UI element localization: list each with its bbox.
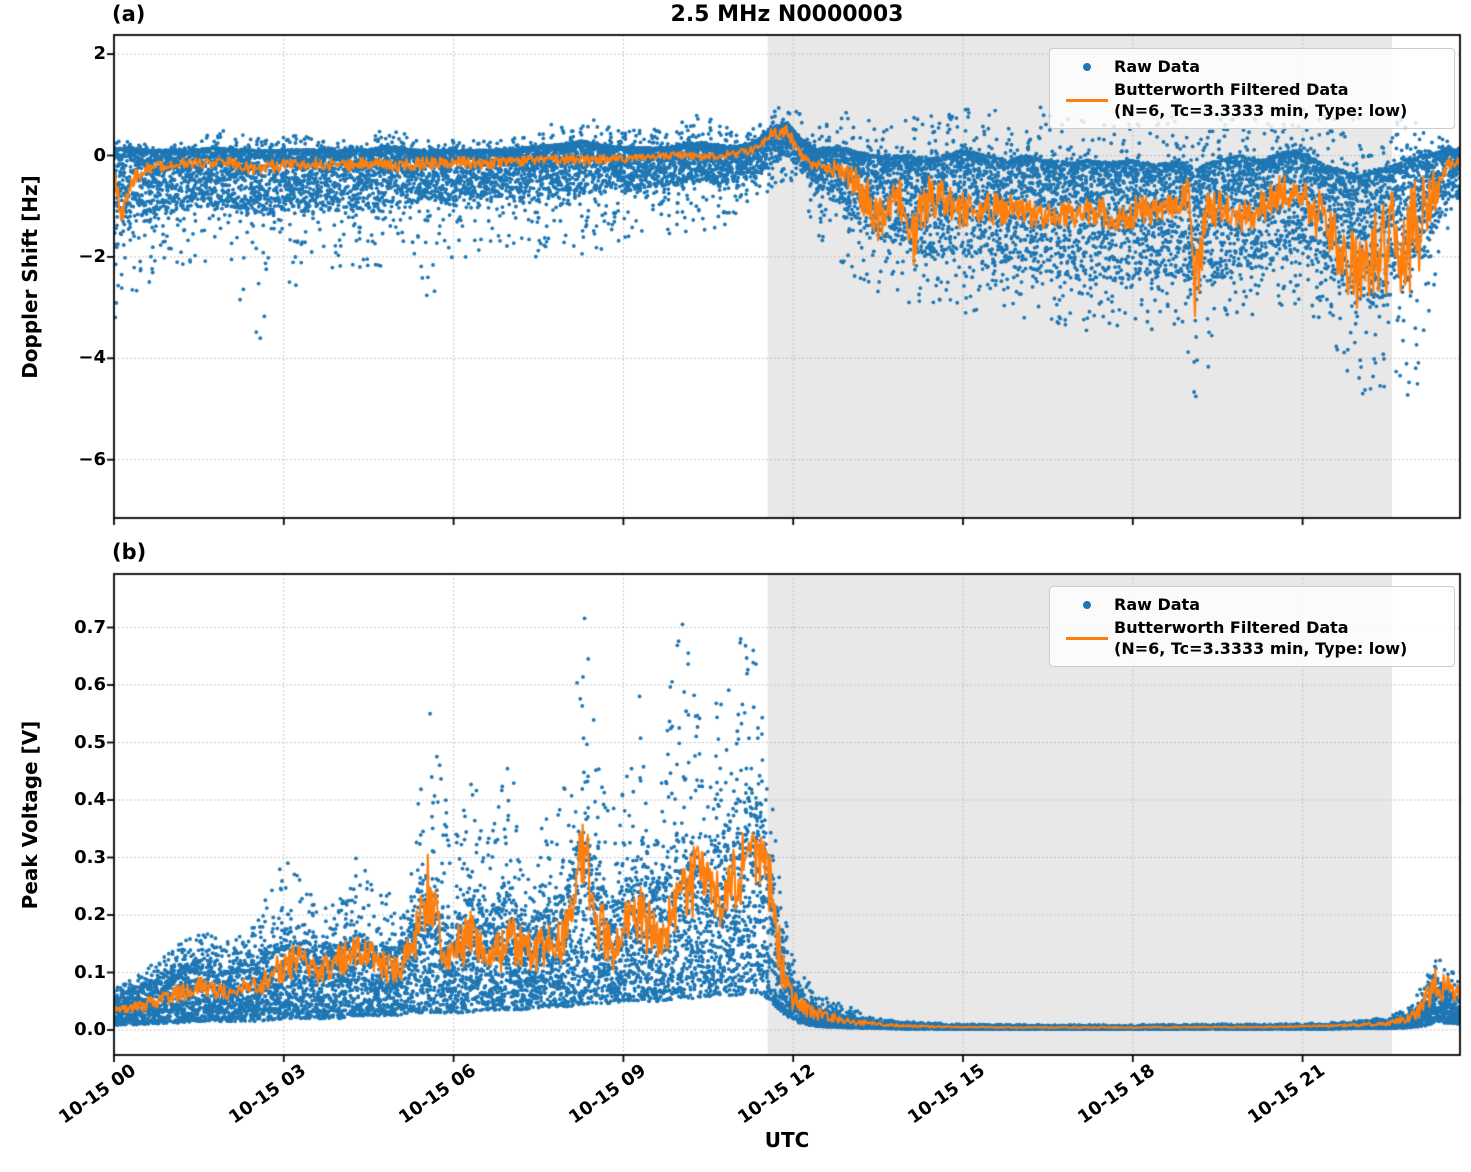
filtered-line-marker-icon: [1060, 636, 1114, 640]
legend-filtered-label-line1: Butterworth Filtered Data: [1114, 618, 1349, 637]
y-tick-label: 0.6: [74, 674, 106, 695]
legend-raw-label: Raw Data: [1114, 595, 1200, 614]
panel-a-tag: (a): [112, 2, 146, 26]
legend-filtered-label-line2: (N=6, Tc=3.3333 min, Type: low): [1114, 639, 1408, 658]
legend-item-filtered: Butterworth Filtered Data (N=6, Tc=3.333…: [1060, 79, 1444, 121]
legend-item-raw: Raw Data: [1060, 56, 1444, 77]
y-tick-label: 0.3: [74, 846, 106, 868]
legend-item-raw: Raw Data: [1060, 594, 1444, 615]
figure-title: 2.5 MHz N0000003: [670, 2, 904, 27]
y-tick-label: 0.0: [74, 1019, 106, 1040]
legend-filtered-label-line1: Butterworth Filtered Data: [1114, 80, 1349, 99]
legend-panel-b: Raw Data Butterworth Filtered Data (N=6,…: [1049, 586, 1455, 667]
y-tick-label: 0.2: [74, 904, 106, 925]
y-tick-label: 0.5: [74, 731, 106, 753]
legend-filtered-label: Butterworth Filtered Data (N=6, Tc=3.333…: [1114, 79, 1407, 121]
y-tick-label: 2: [93, 43, 106, 65]
raw-data-marker-icon: [1060, 62, 1114, 71]
legend-panel-a: Raw Data Butterworth Filtered Data (N=6,…: [1049, 48, 1455, 129]
y-tick-label: 0.4: [74, 789, 106, 810]
y-tick-label: 0.7: [74, 616, 106, 638]
panel-b-tag: (b): [112, 540, 147, 564]
legend-filtered-label: Butterworth Filtered Data (N=6, Tc=3.333…: [1114, 617, 1407, 659]
y-tick-label: −2: [78, 245, 106, 267]
raw-data-marker-icon: [1060, 600, 1114, 609]
legend-item-filtered: Butterworth Filtered Data (N=6, Tc=3.333…: [1060, 617, 1444, 659]
y-tick-label: 0.1: [74, 961, 106, 983]
y-tick-label: 0: [93, 144, 106, 166]
filtered-line-marker-icon: [1060, 98, 1114, 102]
legend-raw-label: Raw Data: [1114, 57, 1200, 76]
legend-filtered-label-line2: (N=6, Tc=3.3333 min, Type: low): [1114, 101, 1408, 120]
x-axis-label: UTC: [764, 1128, 810, 1152]
y-tick-label: −4: [78, 347, 106, 369]
y-tick-label: −6: [78, 448, 106, 470]
